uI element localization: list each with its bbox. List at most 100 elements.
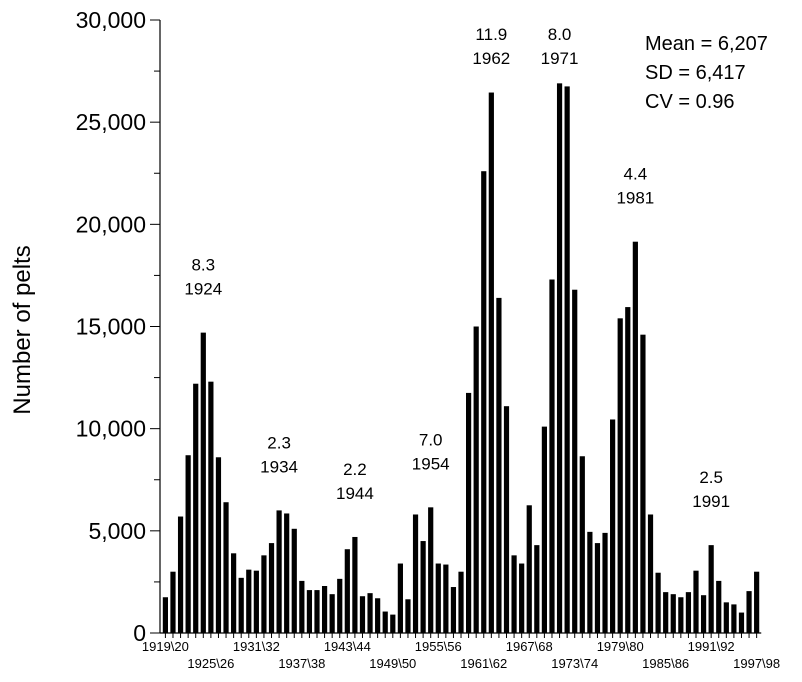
bar-1964 bbox=[503, 406, 510, 633]
bar-1943 bbox=[344, 549, 350, 633]
bar-1961 bbox=[481, 171, 487, 633]
bar-1924 bbox=[200, 332, 206, 633]
peak-cv-label: 2.5 bbox=[699, 468, 723, 487]
bar-1951 bbox=[405, 599, 411, 633]
bar-1944 bbox=[352, 536, 358, 633]
peak-cv-label: 7.0 bbox=[419, 430, 443, 449]
peak-year-label: 1991 bbox=[692, 492, 730, 511]
bar-1987 bbox=[678, 597, 684, 633]
stat-mean: Mean = 6,207 bbox=[645, 33, 768, 55]
bar-1925 bbox=[208, 381, 214, 633]
bar-1929 bbox=[238, 577, 244, 633]
y-axis-title: Number of pelts bbox=[9, 245, 36, 414]
peak-cv-label: 2.2 bbox=[343, 460, 367, 479]
peak-year-label: 1971 bbox=[541, 49, 579, 68]
peak-year-label: 1962 bbox=[472, 49, 510, 68]
bar-1980 bbox=[625, 307, 631, 633]
peak-year-label: 1934 bbox=[260, 457, 298, 476]
peak-year-label: 1924 bbox=[184, 280, 222, 299]
bar-1965 bbox=[511, 555, 517, 633]
bar-1938 bbox=[306, 590, 313, 633]
bar-1981 bbox=[632, 241, 638, 633]
bar-1966 bbox=[519, 563, 525, 633]
bar-1921 bbox=[177, 516, 184, 633]
x-tick-label: 1931\32 bbox=[233, 639, 280, 654]
peak-annotations: 8.3 1924 2.3 1934 2.2 1944 7.0 1954 11.9 1962 8.0 1… bbox=[184, 25, 730, 511]
bar-1932 bbox=[261, 555, 267, 633]
x-tick-label: 1955\56 bbox=[415, 639, 462, 654]
y-tick-label: 15,000 bbox=[76, 314, 146, 340]
bar-1983 bbox=[647, 514, 654, 633]
bar-1952 bbox=[412, 514, 419, 633]
bar-1940 bbox=[321, 586, 328, 633]
bar-1926 bbox=[215, 457, 222, 633]
bars bbox=[162, 83, 760, 634]
bar-1979 bbox=[617, 318, 623, 633]
peak-cv-label: 4.4 bbox=[624, 165, 648, 184]
x-tick-label: 1979\80 bbox=[597, 639, 644, 654]
bar-1945 bbox=[359, 596, 366, 633]
peak-cv-label: 8.0 bbox=[548, 25, 572, 44]
y-tick-label: 25,000 bbox=[76, 109, 146, 135]
bar-1956 bbox=[443, 564, 449, 633]
stat-sd: SD = 6,417 bbox=[645, 62, 746, 84]
bar-1958 bbox=[458, 571, 464, 633]
y-tick-label: 10,000 bbox=[76, 416, 146, 442]
bar-1969 bbox=[541, 426, 547, 633]
bar-1930 bbox=[246, 569, 252, 633]
bar-1995 bbox=[738, 612, 745, 633]
bar-1935 bbox=[284, 513, 290, 633]
bar-1970 bbox=[549, 279, 555, 633]
bar-1978 bbox=[610, 419, 616, 633]
peak-year-label: 1981 bbox=[616, 189, 654, 208]
bar-1959 bbox=[466, 392, 472, 633]
bar-1963 bbox=[496, 297, 502, 633]
bar-1960 bbox=[473, 326, 479, 633]
bar-1949 bbox=[390, 614, 396, 633]
x-tick-label: 1997\98 bbox=[733, 656, 780, 671]
bar-1933 bbox=[268, 543, 275, 633]
bar-1988 bbox=[685, 592, 692, 633]
bar-1954 bbox=[428, 507, 434, 633]
bar-1973 bbox=[572, 289, 578, 633]
bar-1982 bbox=[640, 334, 646, 633]
bar-1992 bbox=[716, 580, 722, 633]
peak-cv-label: 11.9 bbox=[475, 25, 507, 44]
bar-1953 bbox=[420, 541, 426, 633]
bar-1927 bbox=[223, 502, 229, 633]
bar-1948 bbox=[382, 611, 388, 633]
bar-1941 bbox=[329, 594, 335, 633]
bar-1922 bbox=[185, 455, 191, 633]
peak-cv-label: 8.3 bbox=[191, 256, 215, 275]
bar-1971 bbox=[556, 83, 563, 634]
bar-1967 bbox=[526, 505, 532, 633]
peak-year-label: 1944 bbox=[336, 484, 374, 503]
bar-1976 bbox=[594, 543, 601, 633]
bar-1985 bbox=[663, 592, 669, 633]
bar-1955 bbox=[435, 563, 441, 633]
x-tick-label: 1919\20 bbox=[142, 639, 189, 654]
bar-1931 bbox=[253, 570, 259, 633]
summary-stats: Mean = 6,207 SD = 6,417 CV = 0.96 bbox=[645, 33, 768, 113]
bar-1962 bbox=[488, 92, 494, 633]
y-tick-label: 30,000 bbox=[76, 7, 146, 33]
bar-1986 bbox=[670, 594, 676, 633]
x-tick-label: 1985\86 bbox=[642, 656, 689, 671]
bar-1972 bbox=[564, 86, 570, 634]
bar-1975 bbox=[587, 531, 593, 633]
x-tick-label: 1961\62 bbox=[460, 656, 507, 671]
x-tick-label: 1973\74 bbox=[551, 656, 598, 671]
bar-1937 bbox=[299, 580, 305, 633]
bar-1950 bbox=[397, 563, 403, 633]
peak-year-label: 1954 bbox=[412, 454, 450, 473]
bar-1947 bbox=[375, 598, 381, 633]
bar-1934 bbox=[276, 510, 282, 633]
x-tick-label: 1967\68 bbox=[506, 639, 553, 654]
bar-1919 bbox=[162, 597, 168, 633]
bar-1997 bbox=[754, 571, 760, 633]
y-tick-label: 0 bbox=[133, 620, 146, 646]
bar-1990 bbox=[700, 595, 707, 633]
stat-cv: CV = 0.96 bbox=[645, 91, 735, 113]
bar-1928 bbox=[231, 553, 237, 633]
